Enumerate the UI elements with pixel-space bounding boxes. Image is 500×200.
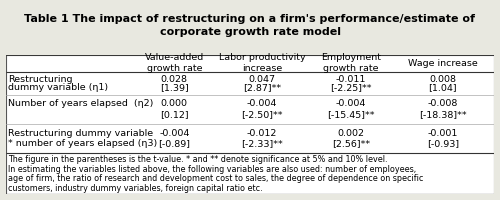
- Text: The figure in the parentheses is the t-value. * and ** denote significance at 5%: The figure in the parentheses is the t-v…: [8, 155, 388, 164]
- Text: Number of years elapsed  (η2): Number of years elapsed (η2): [8, 99, 154, 108]
- Text: age of firm, the ratio of research and development cost to sales, the degree of : age of firm, the ratio of research and d…: [8, 174, 424, 183]
- Text: -0.012: -0.012: [247, 129, 278, 138]
- Text: [-15.45]**: [-15.45]**: [328, 110, 375, 119]
- Text: Table 1 The impact of restructuring on a firm's performance/estimate of
corporat: Table 1 The impact of restructuring on a…: [24, 14, 475, 37]
- Text: 0.028: 0.028: [161, 75, 188, 84]
- Text: * number of years elapsed (η3): * number of years elapsed (η3): [8, 139, 157, 148]
- Text: 0.008: 0.008: [430, 75, 456, 84]
- Text: -0.008: -0.008: [428, 99, 458, 108]
- Text: Restructuring: Restructuring: [8, 75, 72, 84]
- Text: [-0.89]: [-0.89]: [158, 139, 190, 148]
- Text: 0.047: 0.047: [248, 75, 276, 84]
- Text: [-2.33]**: [-2.33]**: [242, 139, 283, 148]
- Text: Restructuring dummy variable: Restructuring dummy variable: [8, 129, 153, 138]
- Text: -0.004: -0.004: [247, 99, 278, 108]
- Text: [2.56]**: [2.56]**: [332, 139, 370, 148]
- Text: 0.002: 0.002: [338, 129, 364, 138]
- Text: Employment
growth rate: Employment growth rate: [321, 53, 381, 73]
- Text: In estimating the variables listed above, the following variables are also used:: In estimating the variables listed above…: [8, 165, 416, 174]
- Text: -0.011: -0.011: [336, 75, 366, 84]
- Text: customers, industry dummy variables, foreign capital ratio etc.: customers, industry dummy variables, for…: [8, 184, 263, 193]
- Text: [0.12]: [0.12]: [160, 110, 188, 119]
- Text: Value-added
growth rate: Value-added growth rate: [144, 53, 204, 73]
- Text: [1.04]: [1.04]: [428, 83, 457, 92]
- Text: [-2.50]**: [-2.50]**: [242, 110, 283, 119]
- Text: Wage increase: Wage increase: [408, 59, 478, 68]
- Text: [2.87]**: [2.87]**: [243, 83, 282, 92]
- Text: [-2.25]**: [-2.25]**: [330, 83, 372, 92]
- Text: -0.001: -0.001: [428, 129, 458, 138]
- Text: 0.000: 0.000: [161, 99, 188, 108]
- Text: [-18.38]**: [-18.38]**: [419, 110, 467, 119]
- Text: [1.39]: [1.39]: [160, 83, 188, 92]
- Text: Labor productivity
increase: Labor productivity increase: [219, 53, 306, 73]
- Text: -0.004: -0.004: [336, 99, 366, 108]
- Text: -0.004: -0.004: [159, 129, 190, 138]
- Text: dummy variable (η1): dummy variable (η1): [8, 83, 108, 92]
- Text: [-0.93]: [-0.93]: [426, 139, 459, 148]
